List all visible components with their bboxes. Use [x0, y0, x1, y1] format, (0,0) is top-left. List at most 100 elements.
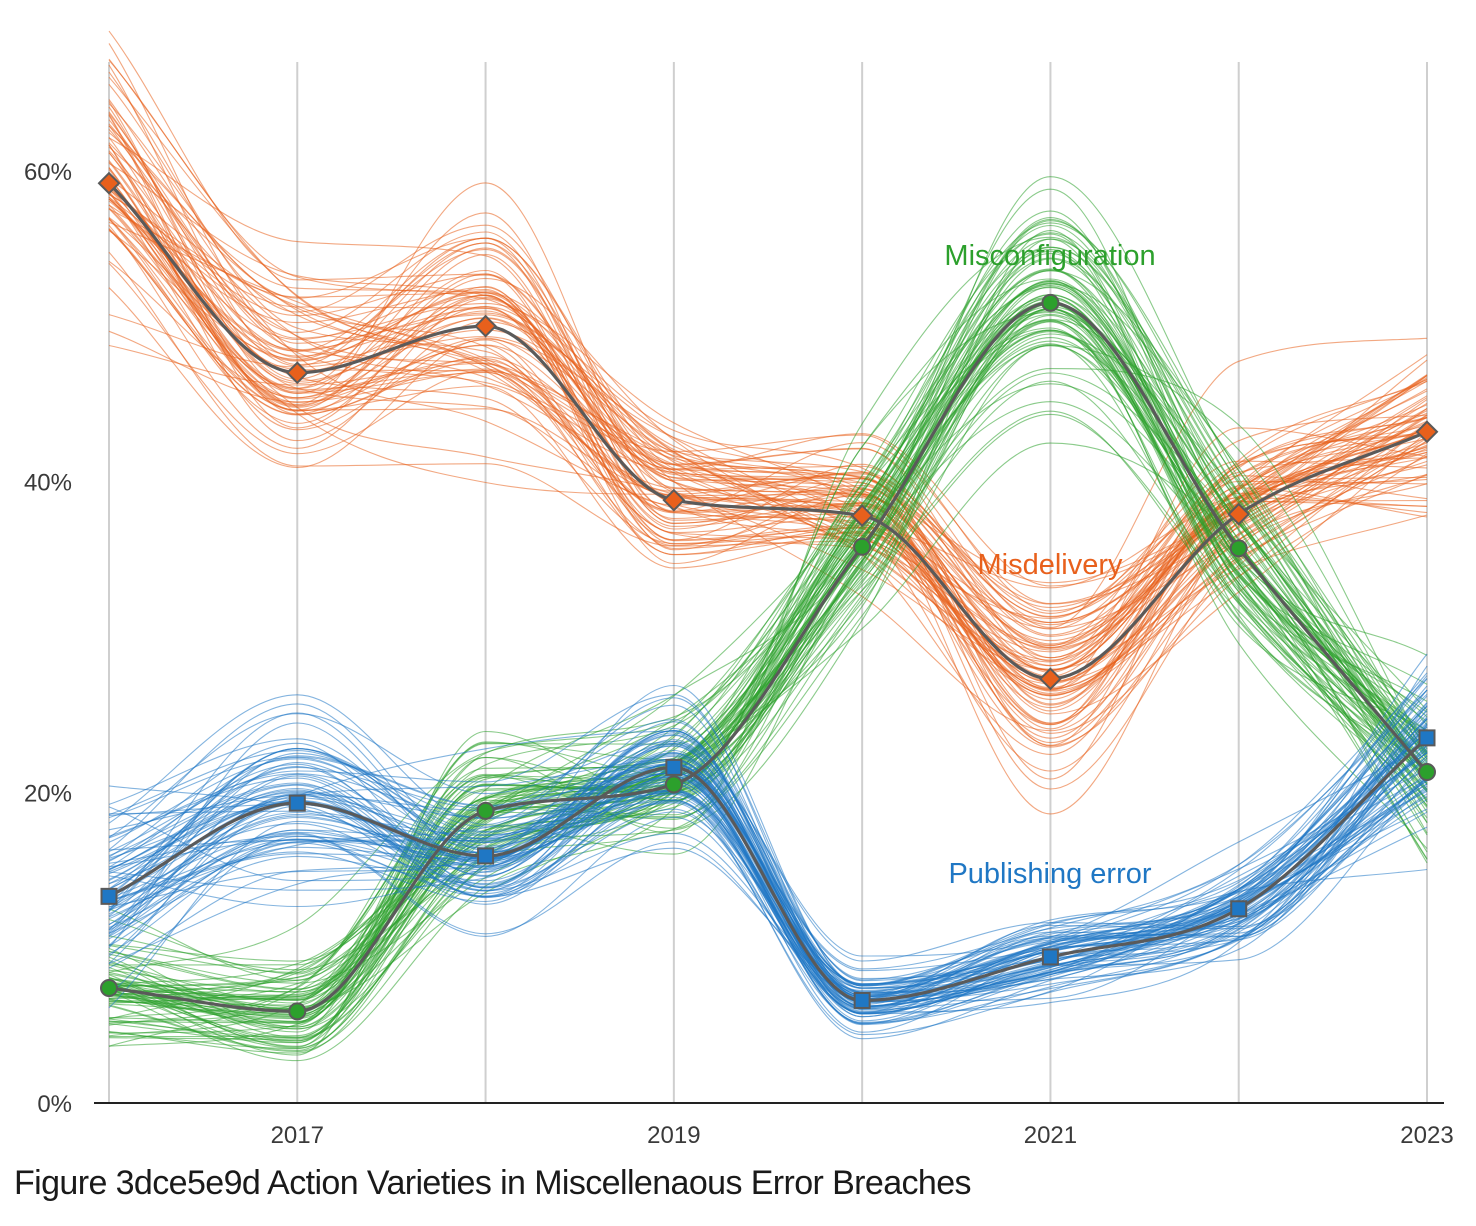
uncertainty-line-misdelivery — [108, 119, 1428, 691]
uncertainty-line-misdelivery — [108, 224, 1428, 682]
uncertainty-line-misconfiguration — [108, 257, 1428, 973]
data-point-misconfiguration-2017 — [288, 1002, 307, 1021]
uncertainty-line-misdelivery — [108, 196, 1428, 670]
uncertainty-line-misconfiguration — [108, 232, 1428, 962]
uncertainty-line-misdelivery — [108, 188, 1428, 685]
data-point-publishing-error-2016 — [100, 887, 118, 905]
data-point-misconfiguration-2018 — [476, 801, 495, 820]
uncertainty-line-misconfiguration — [108, 318, 1428, 1028]
data-point-misdelivery-2016 — [97, 171, 121, 195]
uncertainty-line-misconfiguration — [108, 269, 1428, 987]
data-point-publishing-error-2020 — [853, 991, 871, 1009]
uncertainty-line-misdelivery — [108, 30, 1428, 628]
uncertainty-line-misconfiguration — [108, 270, 1428, 974]
data-point-misconfiguration-2016 — [100, 979, 118, 998]
uncertainty-line-misconfiguration — [108, 308, 1428, 1008]
uncertainty-line-misdelivery — [108, 178, 1428, 672]
data-point-publishing-error-2022 — [1230, 900, 1248, 918]
uncertainty-line-publishing-error — [108, 731, 1428, 993]
data-point-misdelivery-2020 — [850, 504, 874, 528]
uncertainty-line-misdelivery — [108, 230, 1428, 637]
uncertainty-line-publishing-error — [108, 783, 1428, 1033]
x-tick-label-2017: 2017 — [271, 1122, 324, 1149]
uncertainty-line-misconfiguration — [108, 278, 1428, 975]
x-tick-label-2019: 2019 — [647, 1122, 700, 1149]
data-point-misdelivery-2017 — [285, 361, 309, 385]
uncertainty-line-misconfiguration — [108, 343, 1428, 1039]
data-point-publishing-error-2018 — [477, 847, 495, 865]
data-point-markers — [97, 171, 1439, 1021]
uncertainty-line-misdelivery — [108, 106, 1428, 780]
data-point-misdelivery-2021 — [1039, 667, 1062, 691]
uncertainty-line-publishing-error — [108, 689, 1428, 1000]
data-point-misconfiguration-2021 — [1041, 293, 1060, 312]
uncertainty-line-misdelivery — [108, 193, 1428, 715]
data-point-misdelivery-2022 — [1227, 502, 1251, 526]
uncertainty-line-publishing-error — [108, 730, 1428, 1026]
uncertainty-line-misdelivery — [108, 200, 1428, 700]
uncertainty-line-misdelivery — [108, 217, 1428, 649]
figure-caption: Figure 3dce5e9d Action Varieties in Misc… — [14, 1164, 972, 1202]
uncertainty-line-misdelivery — [108, 64, 1428, 659]
y-tick-label-40: 40% — [24, 470, 72, 497]
uncertainty-line-misconfiguration — [108, 410, 1428, 1020]
data-point-publishing-error-2023 — [1418, 729, 1436, 747]
x-tick-label-2023: 2023 — [1400, 1122, 1453, 1149]
data-point-misdelivery-2018 — [474, 314, 497, 338]
uncertainty-line-misdelivery — [108, 218, 1428, 815]
data-point-misdelivery-2019 — [662, 488, 686, 512]
uncertainty-line-misdelivery — [108, 180, 1428, 689]
data-point-misdelivery-2023 — [1415, 420, 1439, 444]
uncertainty-line-misdelivery — [108, 150, 1428, 724]
uncertainty-line-publishing-error — [108, 713, 1428, 962]
median-line-publishing-error — [107, 736, 1429, 1003]
y-tick-label-60: 60% — [24, 159, 72, 186]
uncertainty-line-publishing-error — [108, 732, 1428, 996]
data-point-publishing-error-2019 — [665, 758, 683, 776]
uncertainty-line-publishing-error — [108, 694, 1428, 987]
uncertainty-line-publishing-error — [108, 689, 1428, 986]
uncertainty-line-publishing-error — [108, 763, 1428, 990]
uncertainty-line-publishing-error — [108, 722, 1428, 972]
data-point-publishing-error-2017 — [288, 794, 306, 812]
data-point-misconfiguration-2019 — [664, 775, 683, 794]
uncertainty-line-misconfiguration — [108, 224, 1428, 1010]
axis-tick-labels: 0% 20% 40% 60% 2017 2019 2021 2023 — [24, 159, 1454, 1149]
uncertainty-line-misconfiguration — [108, 286, 1428, 1053]
median-line-misdelivery — [107, 181, 1429, 681]
uncertainty-line-misdelivery — [108, 198, 1428, 690]
y-tick-label-0: 0% — [37, 1091, 72, 1118]
x-tick-label-2021: 2021 — [1024, 1122, 1077, 1149]
uncertainty-line-publishing-error — [108, 790, 1428, 1015]
data-point-publishing-error-2021 — [1041, 948, 1059, 966]
y-tick-label-20: 20% — [24, 780, 72, 807]
uncertainty-line-publishing-error — [108, 780, 1428, 1040]
uncertainty-line-misdelivery — [108, 208, 1428, 697]
series-label-misconfiguration: Misconfiguration — [944, 240, 1155, 272]
series-labels: Misconfiguration Misdelivery Publishing … — [944, 240, 1155, 890]
series-label-misdelivery: Misdelivery — [977, 549, 1123, 581]
uncertainty-line-misconfiguration — [108, 246, 1428, 1000]
uncertainty-line-misconfiguration — [108, 279, 1428, 1038]
uncertainty-line-misconfiguration — [108, 298, 1428, 993]
uncertainty-line-misconfiguration — [108, 327, 1428, 1040]
uncertainty-lines — [108, 30, 1428, 1062]
uncertainty-line-misconfiguration — [108, 329, 1428, 1016]
uncertainty-line-publishing-error — [108, 706, 1428, 986]
uncertainty-line-misdelivery — [108, 198, 1428, 684]
uncertainty-line-misdelivery — [108, 194, 1428, 645]
uncertainty-line-misdelivery — [108, 221, 1428, 697]
uncertainty-line-misdelivery — [108, 251, 1428, 683]
uncertainty-line-misconfiguration — [108, 283, 1428, 985]
series-label-publishing-error: Publishing error — [948, 858, 1151, 890]
median-line-misconfiguration — [107, 301, 1429, 1013]
uncertainty-line-misdelivery — [108, 207, 1428, 692]
data-point-misconfiguration-2022 — [1229, 539, 1248, 558]
uncertainty-line-misdelivery — [108, 190, 1428, 696]
data-point-misconfiguration-2023 — [1418, 763, 1436, 782]
uncertainty-line-misdelivery — [108, 162, 1428, 609]
uncertainty-line-misdelivery — [108, 182, 1428, 748]
uncertainty-line-publishing-error — [108, 702, 1428, 1004]
uncertainty-line-misdelivery — [108, 287, 1428, 772]
chart: 0% 20% 40% 60% 2017 2019 2021 2023 Misconfigura… — [24, 30, 1454, 1149]
